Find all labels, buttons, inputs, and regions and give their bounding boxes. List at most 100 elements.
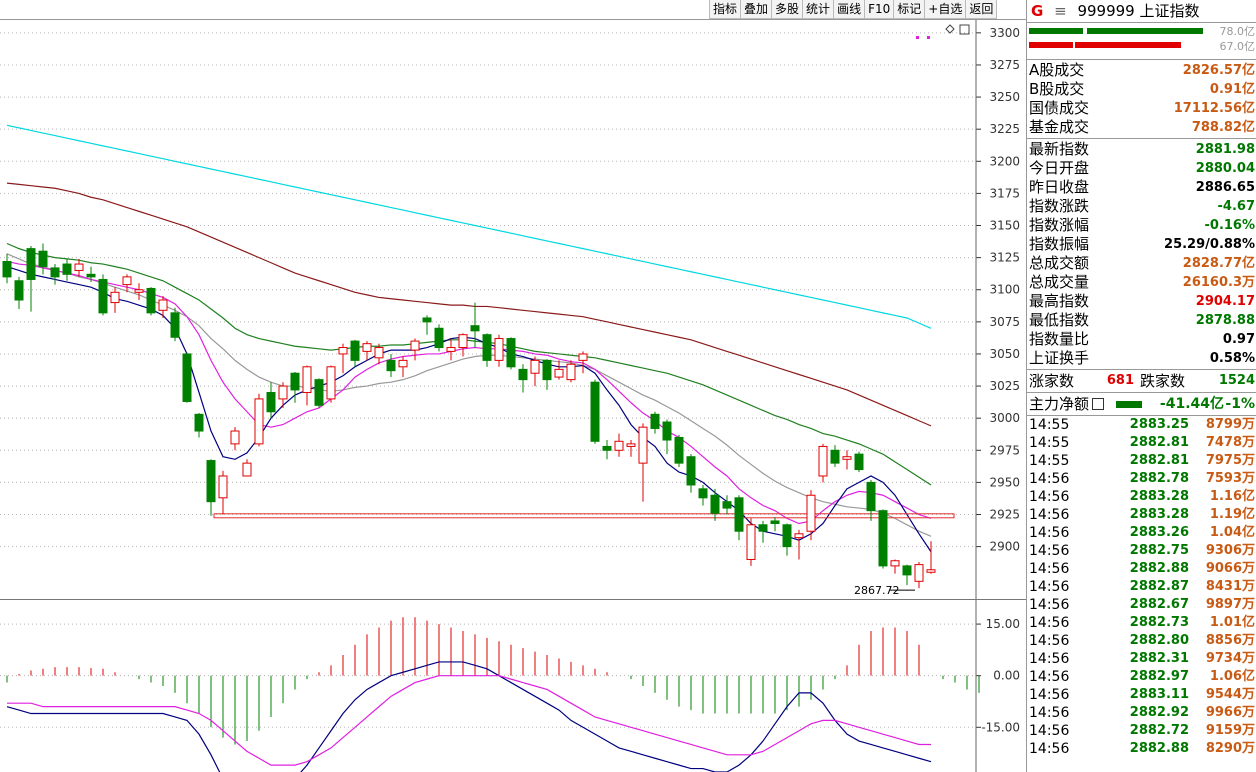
moving-average-line xyxy=(6,182,932,427)
candle-up xyxy=(794,533,804,539)
y-tick-label: 3000 xyxy=(989,411,1020,425)
sell-bar-a xyxy=(1029,42,1073,48)
y-tick-label: 3225 xyxy=(989,122,1020,136)
dea-line xyxy=(7,675,931,766)
tick-time: 14:56 xyxy=(1029,597,1070,613)
tick-row: 14:56 2882.88 9066万 xyxy=(1027,560,1256,578)
tick-price: 2882.88 xyxy=(1129,561,1189,576)
candle-down xyxy=(182,353,192,402)
tick-price: 2882.31 xyxy=(1129,651,1189,666)
advancers-count: 681 xyxy=(1106,373,1135,388)
tick-vol: 9306万 xyxy=(1205,543,1255,558)
tick-price: 2883.25 xyxy=(1129,417,1189,432)
buy-bar-b xyxy=(1087,28,1203,34)
tick-time: 14:56 xyxy=(1029,615,1070,631)
tick-time: 14:55 xyxy=(1029,435,1070,451)
tick-price: 2882.72 xyxy=(1129,723,1189,738)
mark-button[interactable]: 标记 xyxy=(894,0,926,19)
candle-down xyxy=(26,248,36,280)
main-net-flow-row: 主力净额 -41.44亿 -1% xyxy=(1027,393,1256,416)
marker-dot xyxy=(927,36,930,39)
candle-up xyxy=(338,347,348,355)
tick-vol: 9966万 xyxy=(1205,705,1255,720)
draw-line-button[interactable]: 画线 xyxy=(834,0,866,19)
tick-row: 14:56 2882.80 8856万 xyxy=(1027,632,1256,650)
turnover-row: B股成交 0.91亿 xyxy=(1027,80,1256,99)
quote-panel: G ≡ 999999 上证指数 78.0亿 67.0亿 A股成交 2826.57亿… xyxy=(1026,0,1256,772)
tick-time: 14:56 xyxy=(1029,669,1070,685)
candle-down xyxy=(38,250,48,268)
tick-price: 2883.28 xyxy=(1129,489,1189,504)
stat-value: 2881.98 xyxy=(1195,142,1255,157)
y-tick-label: 3300 xyxy=(989,26,1020,40)
candle-down xyxy=(422,317,432,323)
menu-icon[interactable]: ≡ xyxy=(1054,2,1067,20)
f10-button[interactable]: F10 xyxy=(865,0,895,19)
overlay-button[interactable]: 叠加 xyxy=(741,0,773,19)
indicator-button[interactable]: 指标 xyxy=(710,0,742,19)
advancers-label: 涨家数 xyxy=(1029,372,1075,390)
candle-down xyxy=(758,524,768,532)
stat-label: 最高指数 xyxy=(1029,292,1090,310)
stat-value: -0.16% xyxy=(1204,218,1256,233)
chart-canvas[interactable]: 3300 3275 3250 3225 3200 3175 3150 3125 3100 3075… xyxy=(0,0,1026,772)
net-flow-value: -41.44亿 xyxy=(1159,396,1225,412)
y-tick-label: 3125 xyxy=(989,251,1020,265)
tick-row: 14:56 2882.78 7593万 xyxy=(1027,470,1256,488)
y-tick-label: 3250 xyxy=(989,90,1020,104)
sell-bar-b xyxy=(1075,42,1181,48)
turnover-row: 国债成交 17112.56亿 xyxy=(1027,99,1256,118)
tick-price: 2882.81 xyxy=(1129,453,1189,468)
stat-value: 26160.3万 xyxy=(1182,275,1255,290)
net-flow-toggle-icon[interactable] xyxy=(1092,398,1105,410)
candle-down xyxy=(830,449,840,464)
candle-up xyxy=(530,359,540,374)
candle-up xyxy=(806,494,816,532)
candle-up xyxy=(362,343,372,352)
tick-vol: 9544万 xyxy=(1205,687,1255,702)
buy-bar-a xyxy=(1029,28,1083,34)
stat-label: 上证换手 xyxy=(1029,349,1090,367)
candle-up xyxy=(374,347,384,359)
support-line xyxy=(213,513,955,519)
candle-down xyxy=(434,327,444,349)
stat-row: 指数振幅 25.29/0.88% xyxy=(1027,235,1256,254)
candle-up xyxy=(158,299,168,311)
y-tick-label: 3175 xyxy=(989,186,1020,200)
add-watchlist-button[interactable]: +自选 xyxy=(925,0,967,19)
tick-row: 14:56 2882.92 9966万 xyxy=(1027,704,1256,722)
tick-time: 14:56 xyxy=(1029,489,1070,505)
stat-label: 今日开盘 xyxy=(1029,159,1090,177)
tick-vol: 8856万 xyxy=(1205,633,1255,648)
chart-toolbar: 指标 叠加 多股 统计 画线 F10 标记 +自选 返回 xyxy=(709,0,998,19)
tick-vol: 7593万 xyxy=(1205,471,1255,486)
net-flow-bar xyxy=(1116,400,1143,408)
multi-stock-button[interactable]: 多股 xyxy=(772,0,804,19)
stat-value: 2886.65 xyxy=(1195,180,1255,195)
candle-up xyxy=(566,363,576,381)
y-tick-label: 3075 xyxy=(989,315,1020,329)
tick-row: 14:55 2882.81 7478万 xyxy=(1027,434,1256,452)
stat-value: 0.97 xyxy=(1222,332,1255,347)
tick-list[interactable]: 14:55 2883.25 8799万 14:55 2882.81 7478万 14:55 2… xyxy=(1027,416,1256,758)
moving-average-line xyxy=(6,253,932,537)
stat-value: -4.67 xyxy=(1217,199,1255,214)
turnover-label: A股成交 xyxy=(1029,61,1085,79)
kline-chart-area[interactable]: 3300 3275 3250 3225 3200 3175 3150 3125 3100 3075… xyxy=(0,0,1026,772)
tick-row: 14:56 2882.73 1.01亿 xyxy=(1027,614,1256,632)
statistics-button[interactable]: 统计 xyxy=(803,0,835,19)
candle-up xyxy=(326,366,336,400)
back-button[interactable]: 返回 xyxy=(966,0,998,19)
stat-row: 指数涨幅 -0.16% xyxy=(1027,216,1256,235)
candle-down xyxy=(98,278,108,314)
stat-label: 指数振幅 xyxy=(1029,235,1090,253)
tick-vol: 9159万 xyxy=(1205,723,1255,738)
tick-time: 14:56 xyxy=(1029,687,1070,703)
candle-down xyxy=(662,421,672,441)
tick-price: 2882.87 xyxy=(1129,579,1189,594)
tick-price: 2882.73 xyxy=(1129,615,1189,630)
g-icon[interactable]: G xyxy=(1031,2,1044,20)
candle-down xyxy=(86,273,96,278)
turnover-row: A股成交 2826.57亿 xyxy=(1027,61,1256,80)
tick-price: 2883.11 xyxy=(1129,687,1189,702)
